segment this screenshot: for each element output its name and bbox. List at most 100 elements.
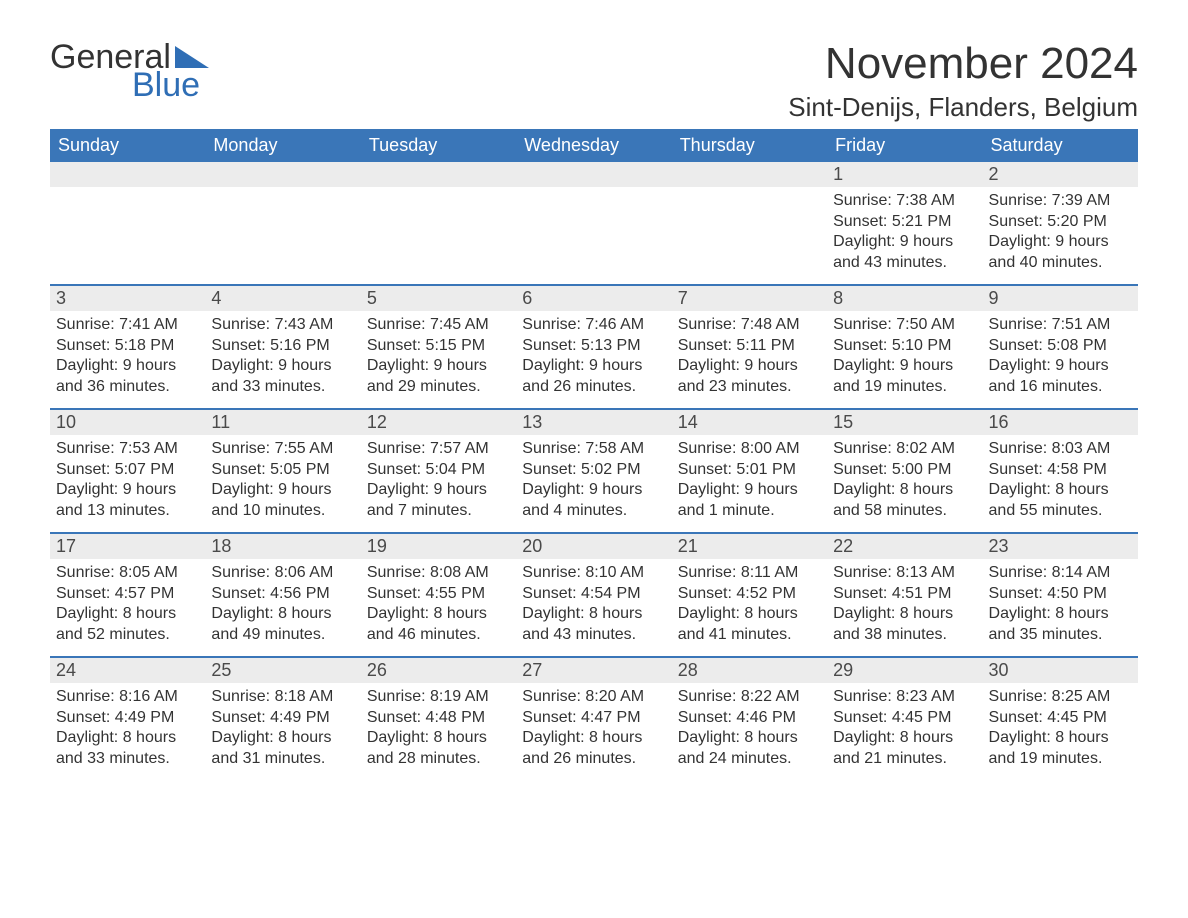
sunrise-line: Sunrise: 8:14 AM — [989, 563, 1132, 583]
day-cell: 18Sunrise: 8:06 AMSunset: 4:56 PMDayligh… — [205, 534, 360, 656]
day-number: 24 — [50, 658, 205, 683]
day-number: 30 — [983, 658, 1138, 683]
day-number: 19 — [361, 534, 516, 559]
day-number: 13 — [516, 410, 671, 435]
sunset-line: Sunset: 5:13 PM — [522, 336, 665, 356]
sunrise-line: Sunrise: 7:46 AM — [522, 315, 665, 335]
day-details: Sunrise: 8:00 AMSunset: 5:01 PMDaylight:… — [672, 435, 827, 527]
daylight-line: Daylight: 8 hours and 24 minutes. — [678, 728, 821, 769]
day-cell: 30Sunrise: 8:25 AMSunset: 4:45 PMDayligh… — [983, 658, 1138, 780]
sunrise-line: Sunrise: 7:45 AM — [367, 315, 510, 335]
daylight-line: Daylight: 9 hours and 23 minutes. — [678, 356, 821, 397]
day-cell: 1Sunrise: 7:38 AMSunset: 5:21 PMDaylight… — [827, 162, 982, 284]
day-number: 20 — [516, 534, 671, 559]
day-number: . — [516, 162, 671, 187]
daylight-line: Daylight: 9 hours and 13 minutes. — [56, 480, 199, 521]
day-details: Sunrise: 8:16 AMSunset: 4:49 PMDaylight:… — [50, 683, 205, 775]
week-row: 10Sunrise: 7:53 AMSunset: 5:07 PMDayligh… — [50, 408, 1138, 532]
sunset-line: Sunset: 5:21 PM — [833, 212, 976, 232]
dow-sunday: Sunday — [50, 129, 205, 162]
sunrise-line: Sunrise: 8:16 AM — [56, 687, 199, 707]
day-number: 21 — [672, 534, 827, 559]
day-details: Sunrise: 8:13 AMSunset: 4:51 PMDaylight:… — [827, 559, 982, 651]
sunset-line: Sunset: 5:02 PM — [522, 460, 665, 480]
daylight-line: Daylight: 8 hours and 21 minutes. — [833, 728, 976, 769]
sunset-line: Sunset: 4:56 PM — [211, 584, 354, 604]
sunset-line: Sunset: 5:16 PM — [211, 336, 354, 356]
day-details: Sunrise: 7:55 AMSunset: 5:05 PMDaylight:… — [205, 435, 360, 527]
sunset-line: Sunset: 5:08 PM — [989, 336, 1132, 356]
sunset-line: Sunset: 5:00 PM — [833, 460, 976, 480]
day-number: 1 — [827, 162, 982, 187]
sunset-line: Sunset: 5:15 PM — [367, 336, 510, 356]
sunset-line: Sunset: 4:48 PM — [367, 708, 510, 728]
sunrise-line: Sunrise: 8:00 AM — [678, 439, 821, 459]
day-cell: 17Sunrise: 8:05 AMSunset: 4:57 PMDayligh… — [50, 534, 205, 656]
day-number: 18 — [205, 534, 360, 559]
month-title: November 2024 — [788, 40, 1138, 88]
sunset-line: Sunset: 4:46 PM — [678, 708, 821, 728]
day-cell: 8Sunrise: 7:50 AMSunset: 5:10 PMDaylight… — [827, 286, 982, 408]
day-details: Sunrise: 7:38 AMSunset: 5:21 PMDaylight:… — [827, 187, 982, 279]
day-number: 9 — [983, 286, 1138, 311]
day-cell: 2Sunrise: 7:39 AMSunset: 5:20 PMDaylight… — [983, 162, 1138, 284]
day-cell: 15Sunrise: 8:02 AMSunset: 5:00 PMDayligh… — [827, 410, 982, 532]
sunset-line: Sunset: 4:45 PM — [989, 708, 1132, 728]
day-number: 26 — [361, 658, 516, 683]
day-details: Sunrise: 8:10 AMSunset: 4:54 PMDaylight:… — [516, 559, 671, 651]
sunrise-line: Sunrise: 7:55 AM — [211, 439, 354, 459]
day-number: 10 — [50, 410, 205, 435]
day-details: Sunrise: 8:25 AMSunset: 4:45 PMDaylight:… — [983, 683, 1138, 775]
day-details: Sunrise: 8:19 AMSunset: 4:48 PMDaylight:… — [361, 683, 516, 775]
weeks-container: .....1Sunrise: 7:38 AMSunset: 5:21 PMDay… — [50, 162, 1138, 780]
sunrise-line: Sunrise: 7:50 AM — [833, 315, 976, 335]
day-cell: 26Sunrise: 8:19 AMSunset: 4:48 PMDayligh… — [361, 658, 516, 780]
day-number: 17 — [50, 534, 205, 559]
day-details — [672, 187, 827, 197]
week-row: 17Sunrise: 8:05 AMSunset: 4:57 PMDayligh… — [50, 532, 1138, 656]
daylight-line: Daylight: 9 hours and 10 minutes. — [211, 480, 354, 521]
day-details — [205, 187, 360, 197]
sunrise-line: Sunrise: 8:11 AM — [678, 563, 821, 583]
day-cell: 5Sunrise: 7:45 AMSunset: 5:15 PMDaylight… — [361, 286, 516, 408]
day-number: 11 — [205, 410, 360, 435]
sunset-line: Sunset: 5:18 PM — [56, 336, 199, 356]
sunrise-line: Sunrise: 7:51 AM — [989, 315, 1132, 335]
day-cell: 7Sunrise: 7:48 AMSunset: 5:11 PMDaylight… — [672, 286, 827, 408]
dow-friday: Friday — [827, 129, 982, 162]
sunset-line: Sunset: 5:04 PM — [367, 460, 510, 480]
sunrise-line: Sunrise: 8:18 AM — [211, 687, 354, 707]
dow-thursday: Thursday — [672, 129, 827, 162]
week-row: .....1Sunrise: 7:38 AMSunset: 5:21 PMDay… — [50, 162, 1138, 284]
day-details: Sunrise: 7:51 AMSunset: 5:08 PMDaylight:… — [983, 311, 1138, 403]
day-cell: 11Sunrise: 7:55 AMSunset: 5:05 PMDayligh… — [205, 410, 360, 532]
daylight-line: Daylight: 8 hours and 31 minutes. — [211, 728, 354, 769]
daylight-line: Daylight: 9 hours and 19 minutes. — [833, 356, 976, 397]
day-number: 3 — [50, 286, 205, 311]
day-cell: 23Sunrise: 8:14 AMSunset: 4:50 PMDayligh… — [983, 534, 1138, 656]
daylight-line: Daylight: 9 hours and 16 minutes. — [989, 356, 1132, 397]
sunset-line: Sunset: 4:45 PM — [833, 708, 976, 728]
day-number: 16 — [983, 410, 1138, 435]
sunrise-line: Sunrise: 8:22 AM — [678, 687, 821, 707]
sunrise-line: Sunrise: 7:58 AM — [522, 439, 665, 459]
sunrise-line: Sunrise: 7:38 AM — [833, 191, 976, 211]
day-details: Sunrise: 7:57 AMSunset: 5:04 PMDaylight:… — [361, 435, 516, 527]
daylight-line: Daylight: 8 hours and 41 minutes. — [678, 604, 821, 645]
day-details: Sunrise: 7:41 AMSunset: 5:18 PMDaylight:… — [50, 311, 205, 403]
sunrise-line: Sunrise: 8:05 AM — [56, 563, 199, 583]
day-number: 29 — [827, 658, 982, 683]
sunrise-line: Sunrise: 7:53 AM — [56, 439, 199, 459]
week-row: 3Sunrise: 7:41 AMSunset: 5:18 PMDaylight… — [50, 284, 1138, 408]
day-cell: 28Sunrise: 8:22 AMSunset: 4:46 PMDayligh… — [672, 658, 827, 780]
sunset-line: Sunset: 4:58 PM — [989, 460, 1132, 480]
daylight-line: Daylight: 8 hours and 38 minutes. — [833, 604, 976, 645]
day-number: 12 — [361, 410, 516, 435]
sunrise-line: Sunrise: 8:13 AM — [833, 563, 976, 583]
day-cell: 13Sunrise: 7:58 AMSunset: 5:02 PMDayligh… — [516, 410, 671, 532]
day-details: Sunrise: 7:39 AMSunset: 5:20 PMDaylight:… — [983, 187, 1138, 279]
day-details: Sunrise: 8:05 AMSunset: 4:57 PMDaylight:… — [50, 559, 205, 651]
day-details: Sunrise: 7:53 AMSunset: 5:07 PMDaylight:… — [50, 435, 205, 527]
day-details: Sunrise: 7:46 AMSunset: 5:13 PMDaylight:… — [516, 311, 671, 403]
sunset-line: Sunset: 4:49 PM — [211, 708, 354, 728]
